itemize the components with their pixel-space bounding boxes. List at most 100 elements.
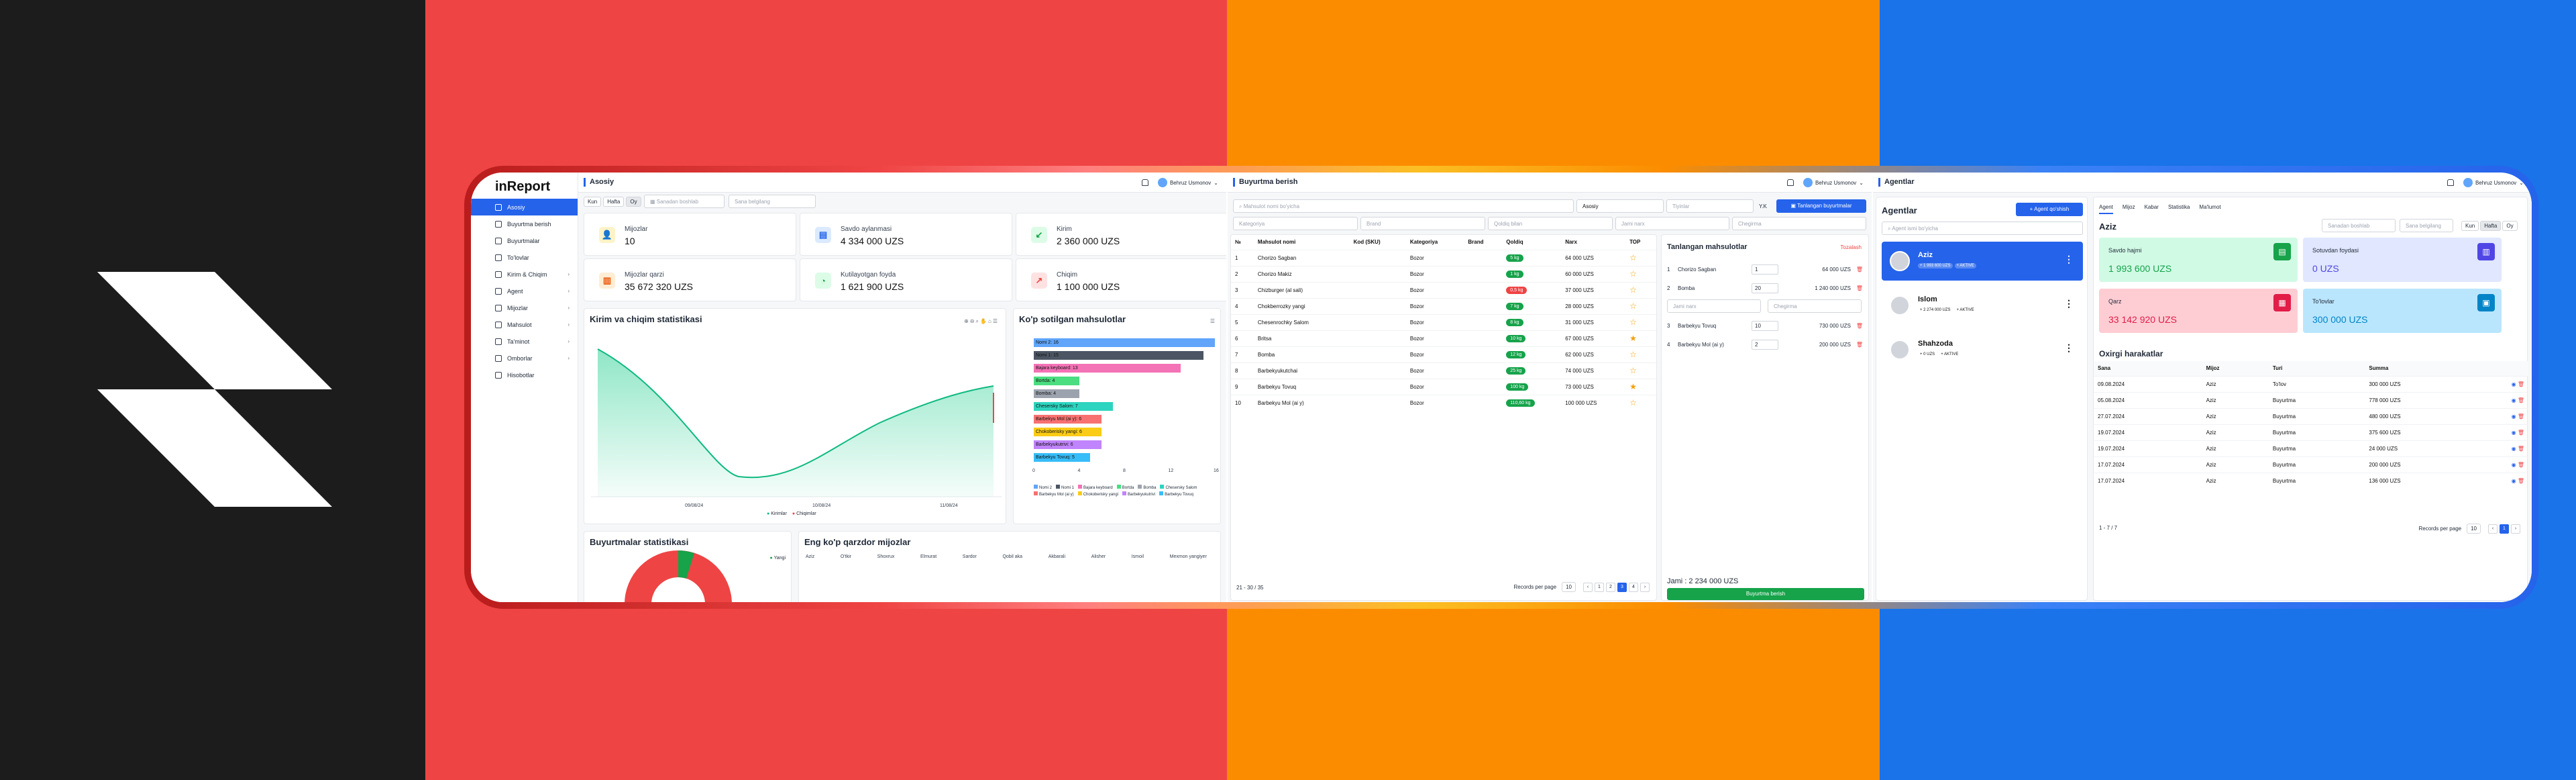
page-button[interactable]: 4 <box>1629 582 1638 592</box>
price-type-select[interactable]: Tiyinlar <box>1666 199 1754 213</box>
discount-filter[interactable]: Chegirma <box>1732 217 1866 230</box>
eye-icon[interactable]: ◉ <box>2511 397 2516 403</box>
filter-month[interactable]: Oy <box>2502 221 2518 231</box>
tab-0[interactable]: Agent <box>2099 204 2113 214</box>
more-icon[interactable]: ⋮ <box>2064 298 2074 309</box>
sidebar-item-3[interactable]: To'lovlar <box>471 249 578 266</box>
star-icon[interactable]: ★ <box>1629 334 1637 343</box>
page-button[interactable]: ‹ <box>1583 582 1593 592</box>
trash-icon[interactable]: 🗑 <box>1856 341 1863 348</box>
bell-icon[interactable] <box>1141 179 1148 186</box>
table-row[interactable]: 7 Bomba Bozor 12 kg 62 000 UZS ☆ <box>1231 346 1656 362</box>
category-filter[interactable]: Kategoriya <box>1233 217 1358 230</box>
per-page-select[interactable]: 10 <box>1562 582 1576 592</box>
table-row[interactable]: 6 Britsa Bozor 10 kg 67 000 UZS ★ <box>1231 330 1656 346</box>
menu-icon[interactable]: ☰ <box>1210 318 1215 324</box>
star-icon[interactable]: ☆ <box>1629 301 1637 311</box>
tab-4[interactable]: Ma'lumot <box>2199 204 2221 210</box>
table-row[interactable]: 1 Chorizo Sagban Bozor 5 kg 64 000 UZS ☆ <box>1231 250 1656 266</box>
star-icon[interactable]: ☆ <box>1629 269 1637 279</box>
column-header[interactable]: Summa <box>2369 365 2389 372</box>
column-header[interactable]: Mahsulot nomi <box>1257 239 1296 246</box>
table-row[interactable]: 09.08.2024 Aziz To'lov 300 000 UZS ◉ 🗑 <box>2094 376 2528 392</box>
column-header[interactable]: Narx <box>1565 239 1577 246</box>
column-header[interactable]: № <box>1235 239 1241 246</box>
star-icon[interactable]: ☆ <box>1629 398 1637 408</box>
trash-icon[interactable]: 🗑 <box>2517 445 2524 452</box>
submit-order-button[interactable]: Buyurtma berish <box>1667 588 1864 600</box>
next-page[interactable]: › <box>2511 524 2520 534</box>
agent-list-item[interactable]: Shahzoda + 0 UZS + AKTIVE ⋮ <box>1882 330 2083 369</box>
filter-month[interactable]: Oy <box>626 197 641 207</box>
star-icon[interactable]: ☆ <box>1629 366 1637 375</box>
more-icon[interactable]: ⋮ <box>2064 254 2074 264</box>
star-icon[interactable]: ☆ <box>1629 350 1637 359</box>
sidebar-item-10[interactable]: Hisobotlar <box>471 367 578 383</box>
user-menu[interactable]: Behruz Usmonov ⌄ <box>2463 178 2524 187</box>
table-row[interactable]: 3 Chizburger (al sali) Bozor 0,5 kg 37 000 U… <box>1231 282 1656 298</box>
eye-icon[interactable]: ◉ <box>2511 461 2516 468</box>
table-row[interactable]: 19.07.2024 Aziz Buyurtma 24 000 UZS ◉ 🗑 <box>2094 440 2528 456</box>
trash-icon[interactable]: 🗑 <box>2517 381 2524 387</box>
trash-icon[interactable]: 🗑 <box>2517 397 2524 403</box>
tab-3[interactable]: Statistika <box>2167 204 2190 210</box>
chart-toolbar-icon[interactable]: ⊕⊖⌕✋⌂☰ <box>964 318 999 324</box>
trash-icon[interactable]: 🗑 <box>1856 285 1863 291</box>
column-header[interactable]: Mijoz <box>2206 365 2220 372</box>
sidebar-item-7[interactable]: Mahsulot › <box>471 316 578 333</box>
table-row[interactable]: 19.07.2024 Aziz Buyurtma 375 600 UZS ◉ 🗑 <box>2094 424 2528 440</box>
trash-icon[interactable]: 🗑 <box>1856 322 1863 329</box>
quantity-input[interactable]: 2 <box>1752 339 1778 350</box>
agent-list-item[interactable]: Islom + 2 274 000 UZS + AKTIVE ⋮ <box>1882 286 2083 325</box>
more-icon[interactable]: ⋮ <box>2064 342 2074 353</box>
filter-day[interactable]: Kun <box>584 197 602 207</box>
star-icon[interactable]: ☆ <box>1629 253 1637 262</box>
page-button[interactable]: 1 <box>2500 524 2509 534</box>
sidebar-item-1[interactable]: Buyurtma berish <box>471 215 578 232</box>
client-select[interactable]: Asosiy <box>1576 199 1664 213</box>
page-button[interactable]: › <box>1640 582 1650 592</box>
table-row[interactable]: 17.07.2024 Aziz Buyurtma 136 000 UZS ◉ 🗑 <box>2094 473 2528 489</box>
eye-icon[interactable]: ◉ <box>2511 381 2516 387</box>
brand-filter[interactable]: Brand <box>1360 217 1485 230</box>
quantity-input[interactable]: 1 <box>1752 264 1778 275</box>
table-row[interactable]: 27.07.2024 Aziz Buyurtma 480 000 UZS ◉ 🗑 <box>2094 408 2528 424</box>
clear-button[interactable]: Tozalash <box>1840 244 1862 250</box>
trash-icon[interactable]: 🗑 <box>2517 413 2524 420</box>
column-header[interactable]: Kod (SKU) <box>1353 239 1381 246</box>
page-button[interactable]: 1 <box>1595 582 1604 592</box>
trash-icon[interactable]: 🗑 <box>2517 477 2524 484</box>
star-icon[interactable]: ★ <box>1629 382 1637 391</box>
total-price-filter[interactable]: Jami narx <box>1615 217 1729 230</box>
agent-list-item[interactable]: Aziz + 1 993 600 UZS + AKTIVE ⋮ <box>1882 242 2083 281</box>
column-header[interactable]: Sana <box>2098 365 2111 372</box>
stock-filter[interactable]: Qoldiq bilan <box>1488 217 1613 230</box>
table-row[interactable]: 2 Chorizo Makiz Bozor 1 kg 60 000 UZS ☆ <box>1231 266 1656 282</box>
discount-input[interactable]: Chegirma <box>1768 299 1862 313</box>
tab-2[interactable]: Kabar <box>2144 204 2159 210</box>
filter-week[interactable]: Hafta <box>2480 221 2502 231</box>
trash-icon[interactable]: 🗑 <box>1856 266 1863 273</box>
table-row[interactable]: 17.07.2024 Aziz Buyurtma 200 000 UZS ◉ 🗑 <box>2094 456 2528 473</box>
table-row[interactable]: 05.08.2024 Aziz Buyurtma 778 000 UZS ◉ 🗑 <box>2094 392 2528 408</box>
date-to-input[interactable]: Sana belgilang <box>2400 219 2453 232</box>
table-row[interactable]: 5 Chesenrochky Salom Bozor 8 kg 31 000 UZS ☆ <box>1231 314 1656 330</box>
table-row[interactable]: 10 Barbekyu Mol (ai y) Bozor 110,60 kg 100 0… <box>1231 395 1656 411</box>
product-search-input[interactable]: ⌕ Mahsulot nomi bo'yicha <box>1233 199 1574 213</box>
trash-icon[interactable]: 🗑 <box>2517 429 2524 436</box>
date-from-input[interactable]: ▦ Sanadan boshlab <box>644 195 724 208</box>
sidebar-item-9[interactable]: Omborlar › <box>471 350 578 367</box>
agent-search-input[interactable]: ⌕ Agent ismi bo'yicha <box>1882 222 2083 235</box>
user-menu[interactable]: Behruz Usmonov ⌄ <box>1803 178 1864 187</box>
prev-page[interactable]: ‹ <box>2488 524 2498 534</box>
column-header[interactable]: TOP <box>1629 239 1641 246</box>
eye-icon[interactable]: ◉ <box>2511 445 2516 452</box>
filter-day[interactable]: Kun <box>2461 221 2479 231</box>
bell-icon[interactable] <box>1786 179 1794 186</box>
page-button[interactable]: 2 <box>1606 582 1615 592</box>
price-input[interactable]: Jami narx <box>1667 299 1761 313</box>
eye-icon[interactable]: ◉ <box>2511 413 2516 420</box>
star-icon[interactable]: ☆ <box>1629 285 1637 295</box>
column-header[interactable]: Brand <box>1468 239 1484 246</box>
table-row[interactable]: 4 Chokberrozky yangi Bozor 7 kg 28 000 UZS ☆ <box>1231 298 1656 314</box>
